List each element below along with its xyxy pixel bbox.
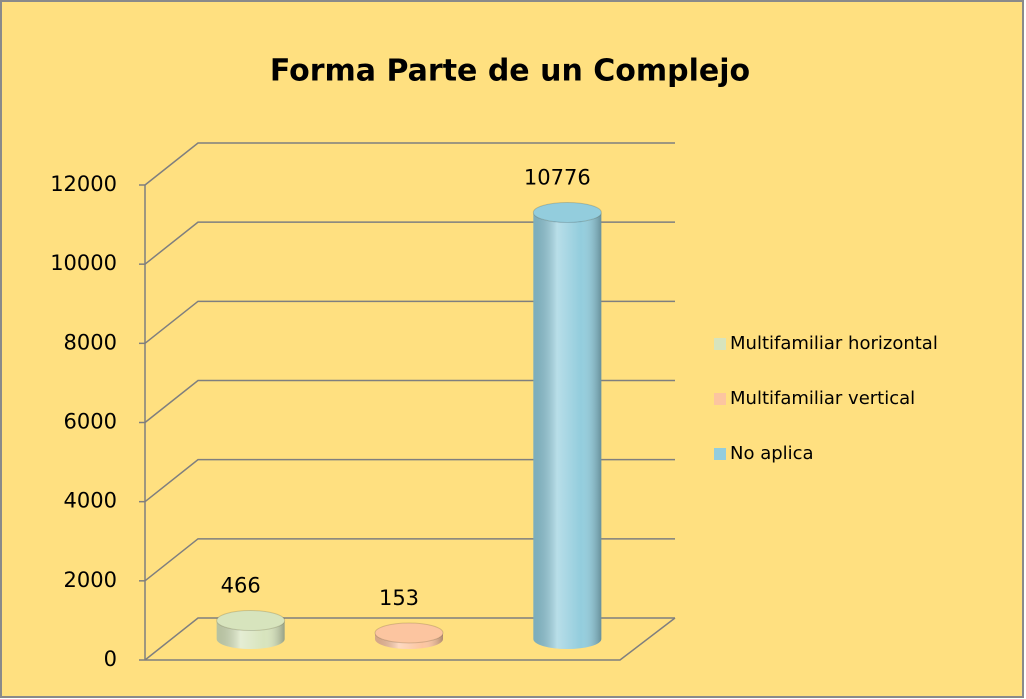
bar-shade <box>216 620 285 649</box>
y-tick-label: 6000 <box>64 410 117 434</box>
legend-swatch <box>714 338 726 350</box>
y-tick-label: 4000 <box>64 489 117 513</box>
bar-top <box>374 622 444 644</box>
grid-line <box>144 617 675 661</box>
grid-line <box>144 300 675 344</box>
chart-title: Forma Parte de un Complejo <box>270 54 750 89</box>
y-tick-label: 10000 <box>50 251 117 275</box>
grid-line <box>144 142 675 186</box>
data-label: 10776 <box>524 165 591 189</box>
data-label: 153 <box>379 586 419 610</box>
y-tick-label: 2000 <box>64 568 117 592</box>
legend-swatch <box>714 393 726 405</box>
y-tick-label: 12000 <box>50 172 117 196</box>
bar-top <box>532 201 602 223</box>
floor <box>145 617 676 661</box>
legend-label: No aplica <box>730 443 814 464</box>
grid-line <box>144 221 675 265</box>
y-tick-label: 0 <box>104 647 117 671</box>
bar-top <box>216 610 286 632</box>
grid-line <box>144 379 675 424</box>
legend-swatch <box>714 448 726 460</box>
legend-label: Multifamiliar horizontal <box>730 333 938 354</box>
grid-line <box>144 538 675 582</box>
data-label: 466 <box>221 574 261 598</box>
y-tick-label: 8000 <box>64 330 117 354</box>
bar-shade <box>375 632 443 649</box>
legend-label: Multifamiliar vertical <box>730 388 915 409</box>
grid-line <box>144 458 675 503</box>
bar-shade <box>533 212 602 649</box>
